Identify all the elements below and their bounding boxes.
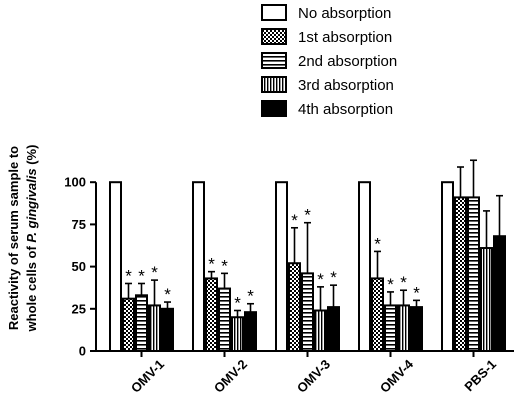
- bar: [454, 196, 467, 352]
- x-tick-label: OMV-2: [211, 357, 250, 396]
- chart-annotations: * * * * * * * * * * * * * * * *: [125, 159, 503, 318]
- legend-swatch: [261, 76, 287, 93]
- y-tick-label: 0: [79, 344, 86, 359]
- bar: [410, 306, 423, 352]
- bar: [358, 181, 371, 352]
- bar: [384, 304, 397, 353]
- bar: [135, 294, 148, 352]
- significance-star: *: [247, 287, 254, 306]
- bar: [314, 309, 327, 353]
- legend-label: 3rd absorption: [298, 77, 394, 94]
- significance-star: *: [413, 283, 420, 302]
- significance-star: *: [221, 256, 228, 275]
- x-tick-label: PBS-1: [461, 357, 499, 395]
- significance-star: *: [387, 275, 394, 294]
- legend-swatch: [261, 28, 287, 45]
- legend-label: 1st absorption: [298, 29, 392, 46]
- significance-star: *: [138, 266, 145, 285]
- legend-swatch: [261, 4, 287, 21]
- significance-star: *: [317, 270, 324, 289]
- legend-swatch: [261, 52, 287, 69]
- bar: [480, 247, 493, 352]
- y-tick-label: 75: [72, 217, 86, 232]
- y-axis-title-line2: whole cells of P. gingivalis (%): [24, 145, 39, 333]
- y-tick-label: 50: [72, 259, 86, 274]
- significance-star: *: [400, 273, 407, 292]
- bar: [231, 316, 244, 352]
- legend-swatch: [261, 100, 287, 117]
- chart-bars: [109, 181, 506, 353]
- significance-star: *: [125, 266, 132, 285]
- legend-label: 2nd absorption: [298, 53, 397, 70]
- bar: [205, 277, 218, 352]
- bar: [288, 262, 301, 352]
- bar: [275, 181, 288, 352]
- bar: [371, 277, 384, 352]
- y-axis-label: Reactivity of serum sample to whole cells…: [6, 145, 39, 333]
- significance-star: *: [151, 263, 158, 282]
- bar: [493, 235, 506, 352]
- x-tick-label: OMV-1: [128, 357, 167, 396]
- x-tick-label: OMV-3: [294, 357, 333, 396]
- legend-label: No absorption: [298, 5, 391, 22]
- significance-star: *: [291, 211, 298, 230]
- bar: [109, 181, 122, 352]
- bar: [397, 304, 410, 353]
- legend-label: 4th absorption: [298, 101, 393, 118]
- y-tick-label: 25: [72, 301, 86, 316]
- y-tick-label: 100: [64, 175, 86, 190]
- bar: [122, 297, 135, 352]
- bar: [327, 306, 340, 352]
- significance-star: *: [304, 206, 311, 225]
- significance-star: *: [330, 268, 337, 287]
- significance-star: *: [374, 234, 381, 253]
- bar: [161, 307, 174, 352]
- significance-star: *: [208, 255, 215, 274]
- bar: [467, 196, 480, 352]
- bar: [244, 311, 257, 352]
- x-tick-label: OMV-4: [377, 356, 417, 396]
- y-axis-title-line1: Reactivity of serum sample to: [6, 146, 21, 330]
- bar: [301, 272, 314, 352]
- significance-star: *: [164, 285, 171, 304]
- bar: [192, 181, 205, 352]
- chart-legend: No absorption 1st absorption 2nd absorptio…: [261, 4, 397, 118]
- significance-star: *: [234, 293, 241, 312]
- bar: [441, 181, 454, 352]
- bar: [218, 287, 231, 353]
- bar: [148, 304, 161, 353]
